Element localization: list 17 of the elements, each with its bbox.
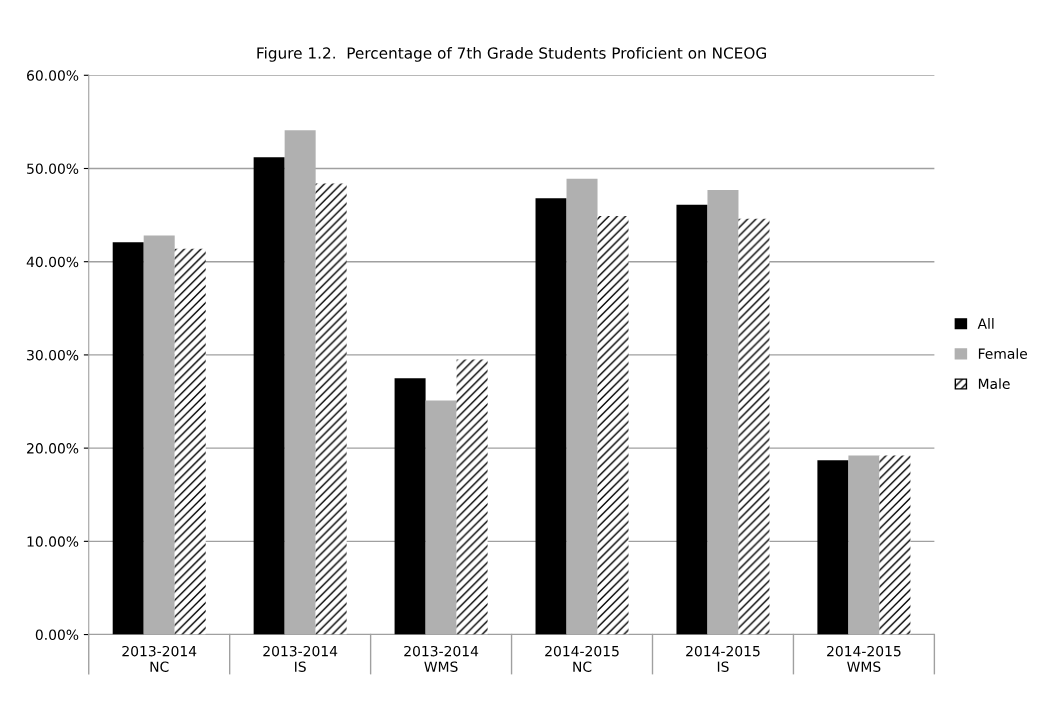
y-tick-label: 40.00% — [26, 256, 79, 268]
x-tick-label: 2013-2014 NC — [122, 645, 197, 672]
y-tick-label: 10.00% — [27, 536, 79, 547]
y-tick-label: 30.00% — [27, 349, 79, 361]
x-tick-label: 2013-2014 IS — [263, 645, 338, 672]
y-tick-label: 60.00% — [27, 70, 79, 81]
chart-title: Figure 1.2. Percentage of 7th Grade Students Proficient on NCEOG — [257, 47, 766, 62]
legend-label: Female — [978, 348, 1028, 359]
legend-label: Male — [978, 378, 1010, 390]
x-tick-label: 2014-2015 WMS — [827, 645, 901, 672]
x-tick-label: 2013-2014 WMS — [404, 645, 479, 672]
y-tick-label: 50.00% — [27, 163, 79, 174]
x-tick-label: 2014-2015 IS — [686, 645, 760, 672]
legend-label: All — [977, 318, 994, 329]
x-tick-label: 2014-2015 NC — [545, 645, 619, 672]
y-tick-label: 0.00% — [35, 629, 79, 641]
y-tick-label: 20.00% — [27, 443, 79, 454]
